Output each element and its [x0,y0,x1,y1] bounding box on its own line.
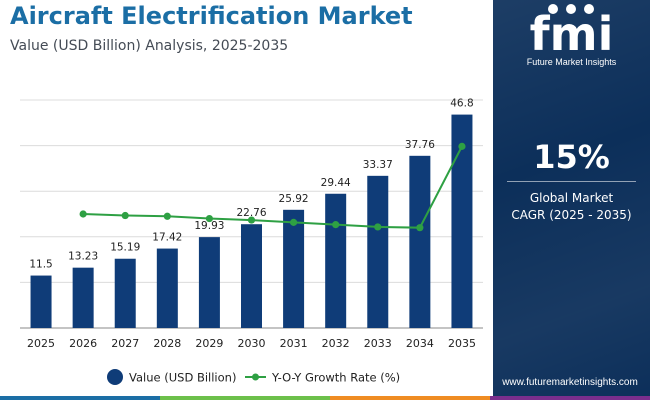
website-url[interactable]: www.futuremarketinsights.com [502,377,638,388]
bar-2035 [451,114,473,328]
growth-point-2031 [289,218,298,226]
bar-label-2034: 37.76 [405,139,435,151]
chart-area: 11.5 13.23 15.19 17.42 19.93 22.76 25.92 29.44 3… [20,98,483,385]
growth-point-2029 [205,214,214,223]
chart-legend: Value (USD Billion) Y-O-Y Growth Rate (%… [107,369,400,385]
growth-point-2033 [374,223,382,231]
bar-value-labels: 11.5 13.23 15.19 17.42 19.93 22.76 25.92 29.44 3… [29,98,473,271]
growth-point-2030 [247,216,256,224]
bar-label-2029: 19.93 [194,220,224,232]
bar-label-2028: 17.42 [152,232,182,244]
cagr-value: 15% [533,138,610,176]
brand-name: Future Market Insights [526,57,617,67]
x-axis-tick-labels: 2025 2026 2027 2028 2029 2030 2031 2032 2033 2034… [27,337,476,350]
logo-hand-icon [566,4,576,14]
bar-2032 [325,193,347,328]
growth-point-2035 [458,142,466,150]
x-tick-2030: 2030 [238,337,266,350]
legend-bar-marker [107,369,123,385]
bar-label-2033: 33.37 [363,159,393,171]
x-tick-2025: 2025 [27,337,55,350]
bar-2033 [367,175,389,328]
growth-line [83,145,463,229]
bar-label-2030: 22.76 [236,207,266,219]
x-tick-2027: 2027 [111,337,139,350]
footer-bar-segment-purple [490,396,650,400]
x-tick-2028: 2028 [153,337,181,350]
bar-label-2027: 15.19 [110,242,140,254]
bar-2031 [283,209,305,328]
footer-bar-segment-orange [330,396,490,400]
x-tick-2029: 2029 [195,337,223,350]
bar-2029 [198,237,220,328]
legend-line-label: Y-O-Y Growth Rate (%) [271,371,400,385]
bar-label-2026: 13.23 [68,251,98,263]
bar-label-2025: 11.5 [29,259,52,271]
growth-point-2026 [79,210,87,218]
growth-point-2032 [332,221,340,229]
footer-bar-segment-green [160,396,330,400]
legend-bar-label: Value (USD Billion) [129,371,236,385]
bar-2028 [156,248,178,328]
bar-label-2032: 29.44 [321,177,351,189]
chart-subtitle: Value (USD Billion) Analysis, 2025-2035 [10,38,289,54]
chart-title: Aircraft Electrification Market [10,2,413,30]
cagr-label: Global Market CAGR (2025 - 2035) [493,190,650,224]
cagr-label-line1: Global Market [529,191,614,205]
x-tick-2035: 2035 [448,337,476,350]
x-tick-2031: 2031 [280,337,308,350]
bar-2025 [30,275,52,328]
x-tick-2033: 2033 [364,337,392,350]
fmi-logo-mark: fmi [530,7,614,61]
footer-color-bar [0,396,650,400]
bar-label-2031: 25.92 [279,193,309,205]
logo-globe-icon [548,4,558,14]
bar-2027 [114,258,136,328]
side-panel: fmi Future Market Insights 15% Global Ma… [493,0,650,400]
footer-bar-segment-blue [0,396,160,400]
growth-point-2034 [416,224,424,232]
growth-line-series [79,142,466,232]
bar-2030 [241,224,262,328]
cagr-divider [507,181,636,182]
bar-2026 [72,267,94,328]
growth-point-2028 [163,212,171,220]
growth-point-2027 [121,211,129,220]
fmi-logo: fmi [530,4,614,61]
bar-series [30,114,473,328]
bar-2034 [409,155,431,328]
x-tick-2034: 2034 [406,337,434,350]
x-tick-2026: 2026 [69,337,97,350]
cagr-label-line2: CAGR (2025 - 2035) [511,208,632,222]
legend-line-dot [252,373,259,381]
logo-plane-icon [584,4,594,14]
bar-label-2035: 46.8 [450,98,473,110]
x-tick-2032: 2032 [322,337,350,350]
